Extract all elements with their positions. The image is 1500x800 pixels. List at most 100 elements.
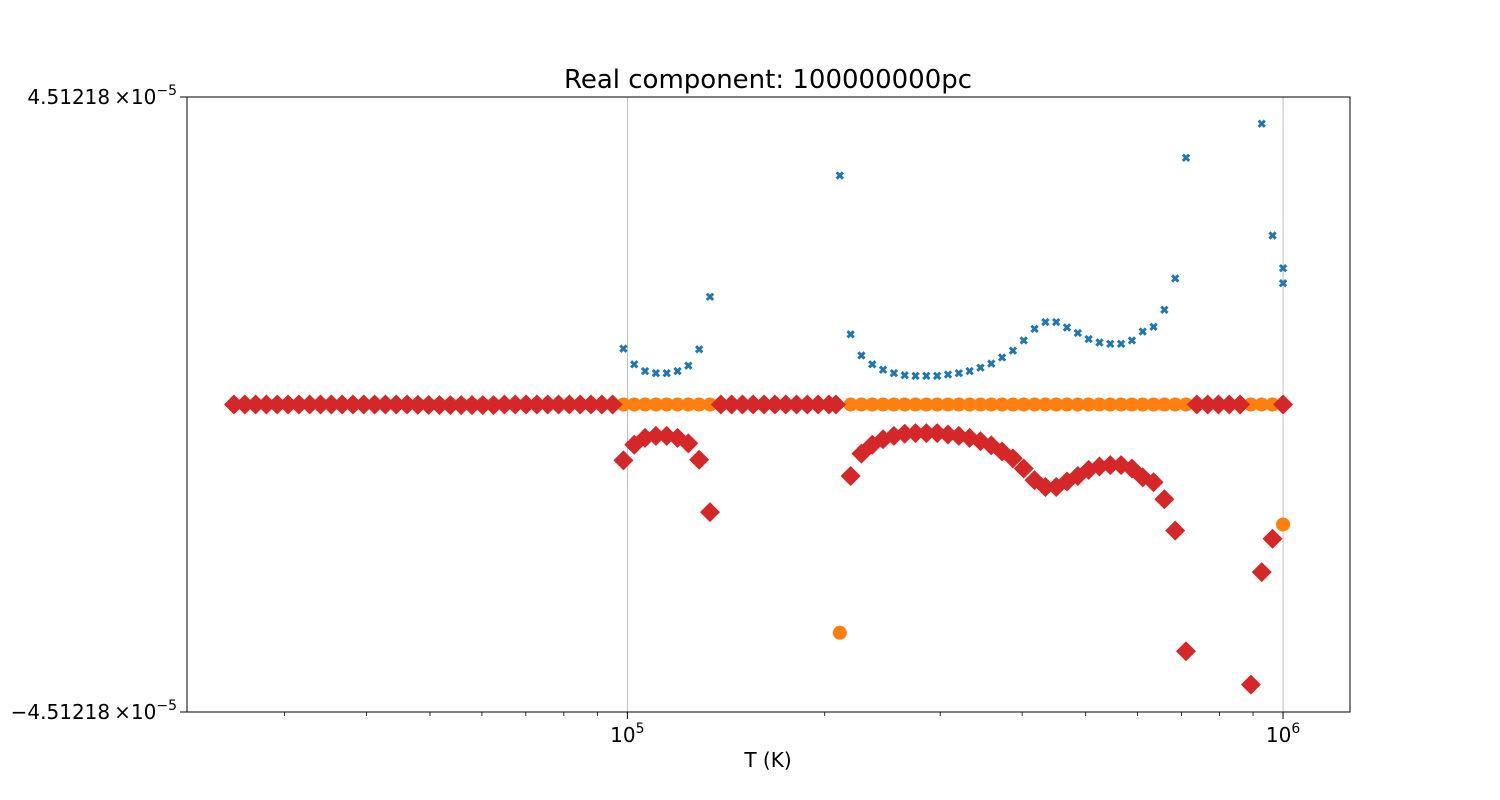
data-point xyxy=(854,397,869,412)
data-point xyxy=(516,394,537,415)
data-point xyxy=(483,395,504,416)
data-point xyxy=(1278,264,1288,273)
data-point xyxy=(1005,397,1020,412)
data-point xyxy=(900,370,909,380)
data-point xyxy=(648,397,663,412)
data-point xyxy=(342,394,363,415)
data-point xyxy=(721,394,742,415)
data-point xyxy=(1149,322,1158,332)
data-point xyxy=(1030,324,1039,334)
data-point xyxy=(1154,489,1175,510)
data-point xyxy=(1135,397,1150,412)
data-point xyxy=(1049,397,1064,412)
data-point xyxy=(1262,528,1283,549)
data-point xyxy=(930,397,945,412)
data-point xyxy=(1251,562,1272,583)
data-point xyxy=(764,394,785,415)
data-point xyxy=(1095,338,1104,347)
data-point xyxy=(808,394,829,415)
data-point xyxy=(689,449,710,470)
data-point xyxy=(1073,328,1083,338)
series-1 xyxy=(226,397,1291,640)
data-point xyxy=(1186,394,1207,415)
data-point xyxy=(919,397,934,412)
data-point xyxy=(843,397,858,412)
data-point xyxy=(364,394,385,415)
data-point xyxy=(1070,397,1085,412)
data-point xyxy=(1038,397,1053,412)
data-point xyxy=(1197,394,1218,415)
data-point xyxy=(418,394,439,415)
x-tick-label: 106 xyxy=(1266,721,1300,747)
data-point xyxy=(299,394,320,415)
data-point xyxy=(537,394,558,415)
data-point xyxy=(619,344,628,353)
data-point xyxy=(705,292,715,302)
data-point xyxy=(684,361,693,370)
data-point xyxy=(1138,327,1147,336)
data-point xyxy=(699,502,720,523)
data-point xyxy=(1106,339,1115,349)
data-point xyxy=(1013,458,1034,479)
data-point xyxy=(1146,397,1161,412)
data-point xyxy=(1027,397,1042,412)
data-point xyxy=(310,394,331,415)
data-point xyxy=(245,394,266,415)
data-point xyxy=(932,371,942,381)
data-point xyxy=(710,394,731,415)
data-point xyxy=(1143,472,1164,493)
data-point xyxy=(1059,397,1074,412)
data-point xyxy=(1265,397,1280,412)
data-point xyxy=(472,395,493,416)
data-point xyxy=(857,351,866,360)
data-point xyxy=(1002,448,1023,469)
data-point xyxy=(997,353,1007,362)
data-point xyxy=(995,397,1010,412)
data-point xyxy=(786,394,807,415)
x-axis-label: T (K) xyxy=(743,748,791,772)
data-point xyxy=(1114,397,1129,412)
data-point xyxy=(743,394,764,415)
data-point xyxy=(645,425,666,446)
data-point xyxy=(526,394,547,415)
data-point xyxy=(278,394,299,415)
data-point xyxy=(732,394,753,415)
data-point xyxy=(670,397,685,412)
data-point xyxy=(832,625,847,640)
data-point xyxy=(876,397,891,412)
data-point xyxy=(570,394,591,415)
data-point xyxy=(1127,336,1137,345)
data-point xyxy=(922,371,931,381)
data-point xyxy=(332,394,353,415)
data-point xyxy=(973,397,988,412)
data-point xyxy=(234,394,255,415)
data-point xyxy=(375,394,396,415)
data-point xyxy=(681,397,696,412)
data-point xyxy=(640,366,650,376)
data-point xyxy=(911,371,920,381)
data-point xyxy=(984,397,999,412)
data-point xyxy=(429,395,450,416)
data-point xyxy=(1240,674,1261,695)
data-point xyxy=(894,423,915,444)
series-0 xyxy=(229,119,1288,409)
data-point xyxy=(835,171,845,180)
data-point xyxy=(627,397,642,412)
data-point xyxy=(1243,397,1258,412)
data-point xyxy=(1100,455,1121,476)
data-point xyxy=(1278,278,1288,288)
data-point xyxy=(673,366,682,376)
data-point xyxy=(1273,394,1294,415)
chart-title: Real component: 100000000pc xyxy=(564,65,972,95)
data-point xyxy=(451,395,472,416)
data-point xyxy=(559,394,580,415)
data-point xyxy=(505,394,526,415)
data-point xyxy=(987,359,996,368)
data-point xyxy=(321,394,342,415)
data-point xyxy=(1276,517,1291,532)
data-point xyxy=(954,368,964,378)
plot-frame xyxy=(186,96,1351,713)
data-point xyxy=(630,360,639,369)
data-point xyxy=(1219,394,1240,415)
